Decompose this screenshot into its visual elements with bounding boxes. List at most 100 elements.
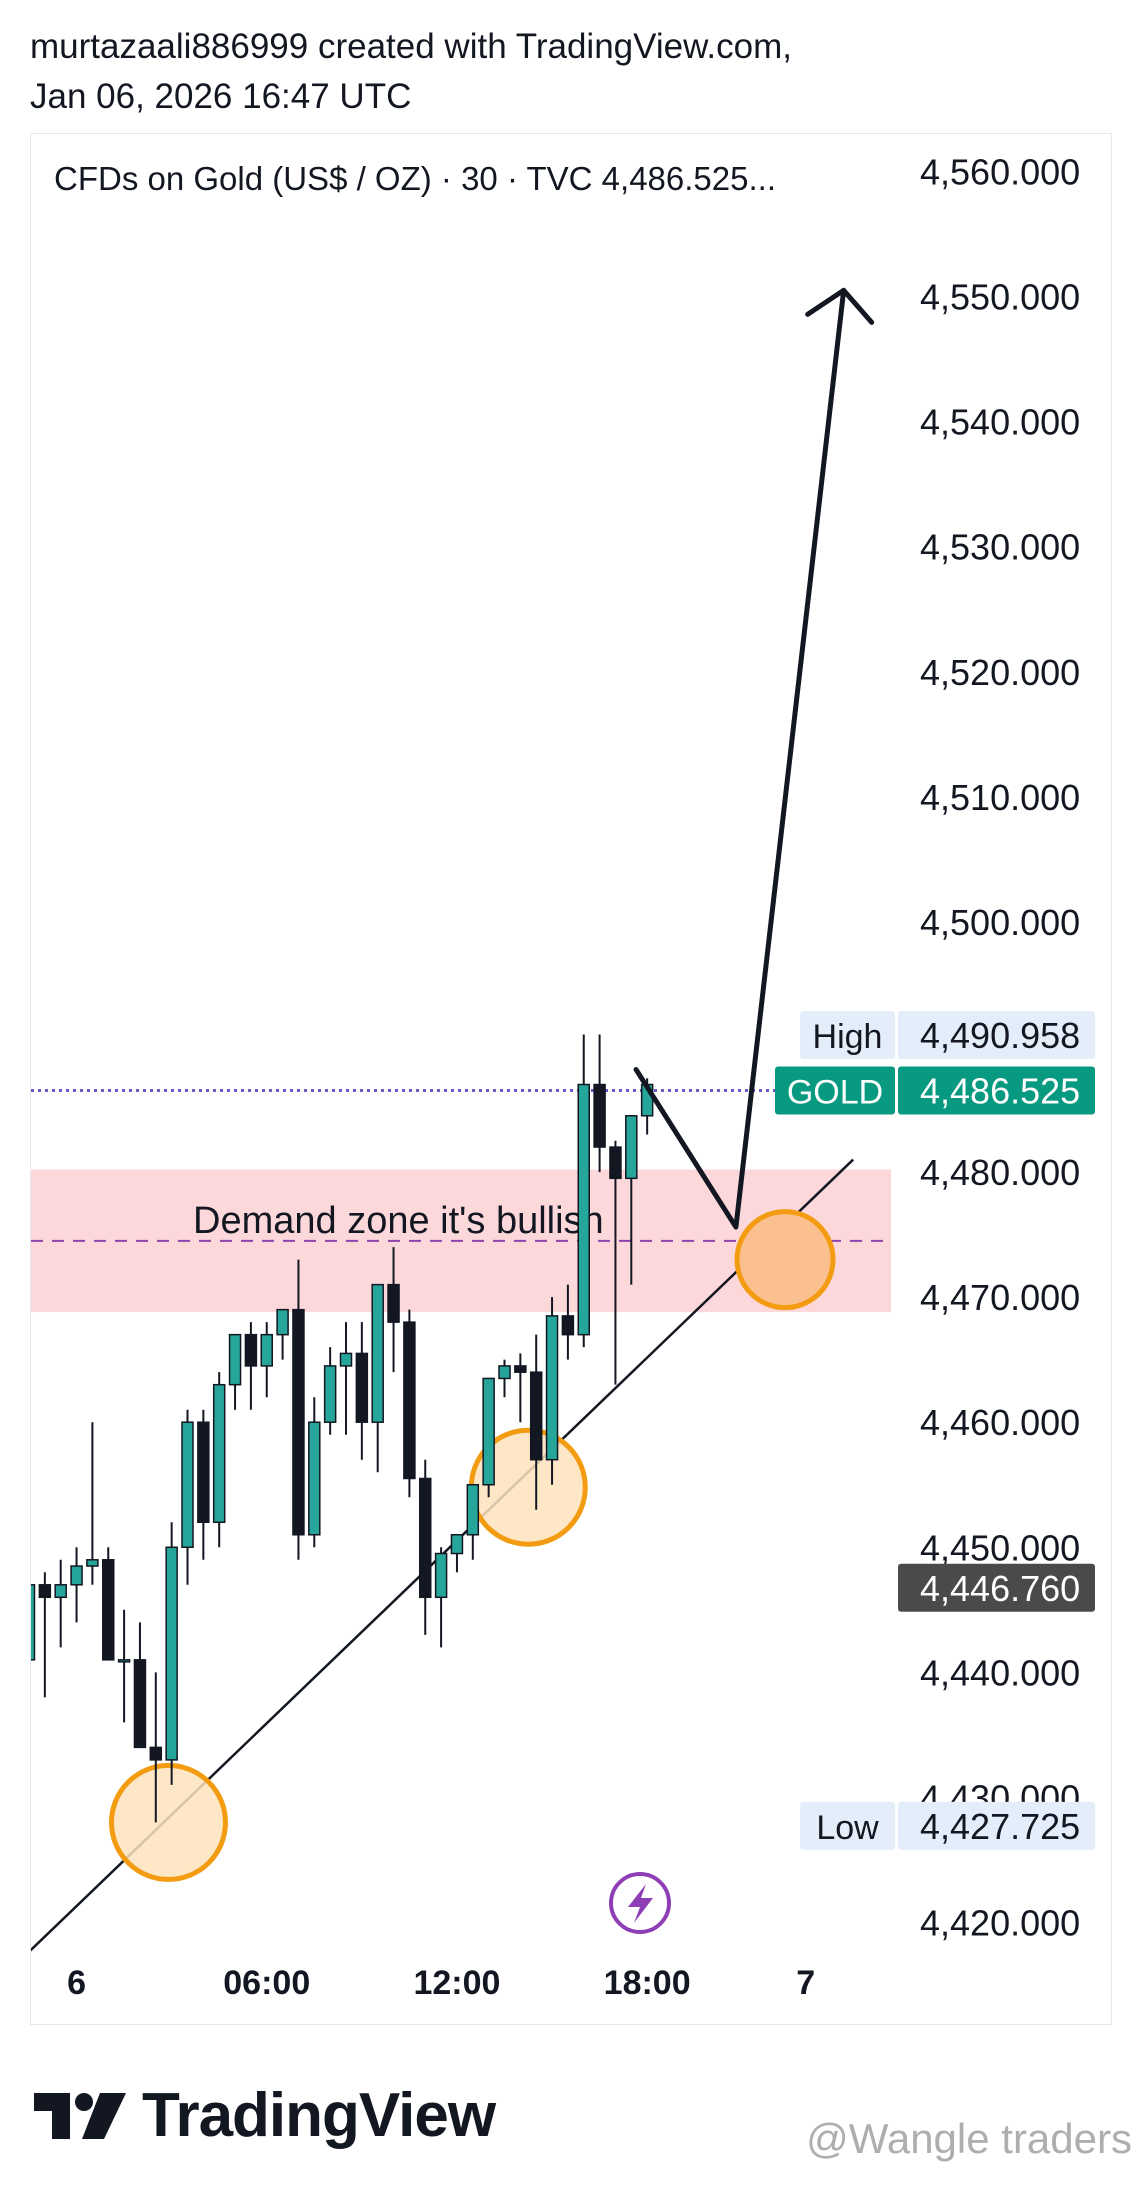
candle-body-bullish: [86, 1559, 99, 1567]
candle-body-bearish: [149, 1746, 163, 1761]
candle-body-bullish: [260, 1333, 273, 1367]
candle-body-bearish: [38, 1584, 52, 1599]
candle-30[interactable]: [482, 1377, 495, 1498]
price-badge-value: 4,446.760: [920, 1568, 1080, 1609]
candle-body-bullish: [371, 1283, 384, 1423]
price-badge: [898, 1066, 1095, 1115]
price-tick-label: 4,460.000: [920, 1402, 1080, 1443]
candle-4[interactable]: [70, 1547, 83, 1623]
candle-38[interactable]: [609, 1140, 622, 1385]
price-tick-label: 4,440.000: [920, 1652, 1080, 1693]
swing-low-circle-1[interactable]: [108, 1762, 228, 1882]
price-tick-label: 4,480.000: [920, 1152, 1080, 1193]
price-tick-label: 4,540.000: [920, 402, 1080, 443]
candle-18[interactable]: [292, 1259, 305, 1560]
candle-34[interactable]: [545, 1297, 559, 1485]
time-tick-label: 12:00: [413, 1964, 500, 2002]
candle-15[interactable]: [244, 1322, 258, 1410]
price-badge-value: 4,486.525: [920, 1070, 1080, 1111]
candle-25[interactable]: [403, 1309, 416, 1498]
candle-body-bullish: [117, 1659, 131, 1663]
lightning-bolt-icon[interactable]: [609, 1872, 671, 1934]
candle-39[interactable]: [625, 1115, 638, 1285]
price-badge: [898, 1011, 1095, 1060]
price-badge-name: GOLD: [787, 1073, 883, 1111]
candle-33[interactable]: [529, 1334, 543, 1510]
candle-body-bearish: [102, 1559, 115, 1661]
candle-7[interactable]: [117, 1609, 131, 1723]
time-axis: 6 06:00 12:00 18:00 7: [67, 1964, 815, 2002]
time-tick-label: 7: [796, 1964, 815, 2002]
candle-11[interactable]: [181, 1409, 194, 1585]
price-badge-name: High: [813, 1018, 883, 1056]
candle-32[interactable]: [514, 1353, 527, 1423]
candle-body-bullish: [212, 1383, 226, 1524]
candle-23[interactable]: [371, 1283, 384, 1473]
candle-16[interactable]: [260, 1322, 273, 1398]
candle-24[interactable]: [387, 1247, 400, 1373]
candle-body-bearish: [529, 1371, 543, 1461]
price-badge-value: 4,490.958: [920, 1015, 1080, 1056]
candle-17[interactable]: [276, 1308, 289, 1360]
candle-1[interactable]: [24, 1572, 36, 1685]
candle-9[interactable]: [149, 1672, 163, 1823]
candle-body-bearish: [355, 1352, 369, 1423]
candle-body-bullish: [545, 1315, 559, 1461]
candle-37[interactable]: [593, 1034, 606, 1173]
price-tick-label: 4,420.000: [920, 1902, 1080, 1943]
candle-28[interactable]: [450, 1534, 464, 1573]
candle-31[interactable]: [498, 1359, 511, 1398]
price-tick-label: 4,550.000: [920, 277, 1080, 318]
price-badge: [898, 1563, 1095, 1612]
candle-2[interactable]: [38, 1572, 52, 1698]
candle-body-bullish: [308, 1421, 321, 1536]
candle-29[interactable]: [466, 1483, 480, 1560]
price-tick-label: 4,510.000: [920, 777, 1080, 818]
price-tick-label: 4,500.000: [920, 902, 1080, 943]
target-circle[interactable]: [734, 1209, 836, 1311]
price-labels: 4,490.958 High 4,486.525 GOLD 4,446.760 4,427…: [775, 1011, 1095, 1850]
candle-20[interactable]: [323, 1347, 337, 1435]
candle-19[interactable]: [308, 1397, 321, 1548]
candle-body-bearish: [387, 1283, 400, 1323]
candle-body-bullish: [466, 1483, 480, 1536]
candle-13[interactable]: [212, 1372, 226, 1548]
candle-body-bullish: [31, 1584, 36, 1661]
price-badge-name-bg: [800, 1801, 895, 1850]
candle-body-bearish: [514, 1365, 527, 1373]
chart-title: CFDs on Gold (US$ / OZ) · 30 · TVC 4,486…: [54, 160, 776, 197]
tradingview-logo[interactable]: TradingView: [34, 2080, 496, 2151]
candle-6[interactable]: [102, 1547, 115, 1661]
candle-22[interactable]: [355, 1322, 369, 1460]
price-label-high: 4,490.958 High: [800, 1011, 1095, 1060]
candle-8[interactable]: [133, 1622, 147, 1749]
candle-35[interactable]: [561, 1284, 575, 1360]
candle-26[interactable]: [419, 1459, 432, 1635]
candle-5[interactable]: [86, 1422, 99, 1585]
candle-body-bullish: [482, 1377, 495, 1486]
candle-body-bullish: [181, 1421, 194, 1549]
price-badge: [898, 1801, 1095, 1850]
candle-body-bullish: [323, 1365, 337, 1423]
price-badge-name-bg: [800, 1011, 895, 1060]
chart-header: murtazaali886999 created with TradingVie…: [30, 22, 792, 122]
candle-3[interactable]: [54, 1559, 67, 1648]
arrowhead: [805, 287, 875, 325]
candle-12[interactable]: [197, 1409, 210, 1560]
demand-zone-label: Demand zone it's bullish: [193, 1200, 604, 1242]
candle-body-bearish: [593, 1083, 606, 1148]
projection-arrow[interactable]: [633, 287, 847, 1230]
candle-10[interactable]: [165, 1522, 178, 1785]
candle-27[interactable]: [434, 1547, 448, 1648]
candle-14[interactable]: [228, 1333, 242, 1410]
candle-36[interactable]: [577, 1034, 590, 1348]
candle-body-bullish: [70, 1565, 83, 1586]
bolt-glyph: [628, 1884, 653, 1923]
time-tick-label: 06:00: [223, 1964, 310, 2002]
candle-21[interactable]: [339, 1322, 353, 1435]
candle-body-bearish: [244, 1333, 258, 1367]
candle-body-bullish: [54, 1584, 67, 1599]
candle-body-bearish: [133, 1659, 147, 1749]
plot-area[interactable]: Demand zone it's bullish: [0, 1034, 893, 1997]
